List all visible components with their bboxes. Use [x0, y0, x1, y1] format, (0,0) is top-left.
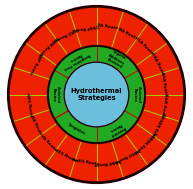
Text: SA Route: SA Route [96, 23, 118, 31]
Text: Assisted
Routes: Assisted Routes [107, 122, 126, 138]
Text: VA Route: VA Route [39, 134, 57, 152]
Text: Hydrothermal: Hydrothermal [71, 88, 122, 94]
Text: OSSP Route: OSSP Route [72, 23, 100, 31]
Text: Assisted
Routes: Assisted Routes [52, 86, 60, 103]
Text: Assisted
Routes: Assisted Routes [133, 86, 141, 103]
Text: HEG Route: HEG Route [54, 148, 77, 163]
Text: SBP Route: SBP Route [28, 52, 43, 75]
Text: SASO Route: SASO Route [114, 147, 141, 163]
Text: RBM Route: RBM Route [38, 36, 58, 57]
Text: Templates Free
Routes: Templates Free Routes [61, 48, 91, 71]
Text: SAASR Route: SAASR Route [133, 131, 157, 155]
Text: IGR2 Route: IGR2 Route [53, 26, 78, 41]
Text: HEG Route: HEG Route [25, 93, 33, 118]
Circle shape [8, 6, 185, 183]
Text: NA Route: NA Route [29, 115, 42, 136]
Text: BA Route: BA Route [117, 27, 138, 40]
Text: A&R Route: A&R Route [160, 93, 168, 118]
Text: Strategies: Strategies [77, 95, 116, 101]
Circle shape [64, 62, 129, 127]
Text: AASER Route: AASER Route [149, 111, 166, 140]
Text: HoEG Route: HoEG Route [72, 158, 100, 166]
Text: Organic
Additives
Assisted: Organic Additives Assisted [105, 49, 128, 70]
Text: ILA Route: ILA Route [135, 37, 154, 55]
Circle shape [48, 46, 145, 143]
Text: OAA Route: OAA Route [150, 51, 165, 75]
Text: SAAR Route: SAAR Route [93, 158, 121, 166]
Text: Templates: Templates [67, 123, 86, 136]
Text: ASA Route: ASA Route [160, 71, 168, 96]
